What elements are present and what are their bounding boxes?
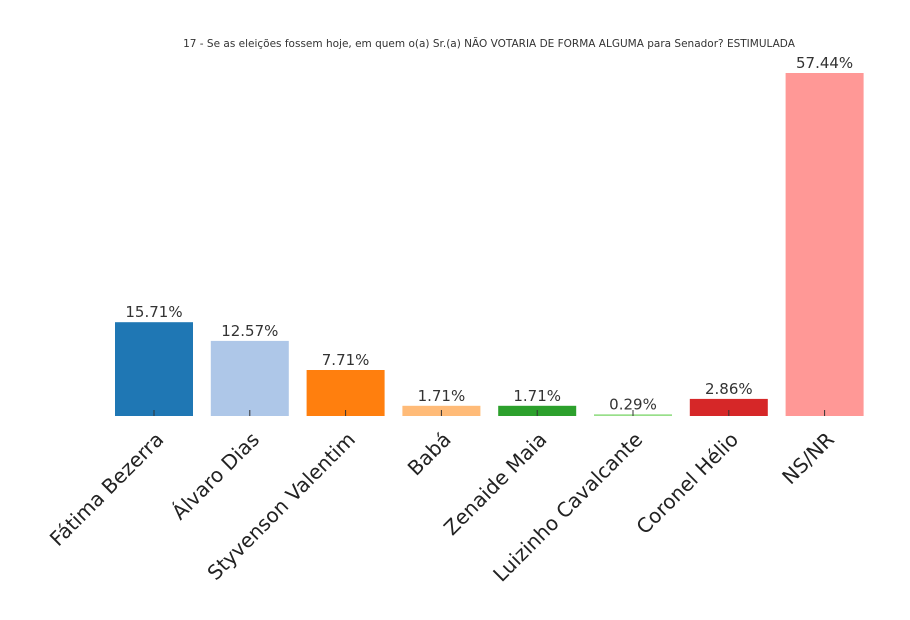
x-tick-label-ns-nr: NS/NR (777, 427, 839, 489)
bar-styvenson-valentim (306, 370, 385, 416)
value-label-fatima-bezerra: 15.71% (125, 303, 182, 321)
value-label-zenaide-maia: 1.71% (513, 387, 561, 405)
x-tick-label-fatima-bezerra: Fátima Bezerra (45, 427, 168, 550)
x-ticks-group (153, 410, 826, 416)
value-label-ns-nr: 57.44% (796, 54, 853, 72)
value-labels-group: 15.71% 12.57% 7.71% 1.71% 1.71% 0.29% 2.86% 57.… (125, 54, 853, 413)
x-tick-label-alvaro-dias: Álvaro Dias (167, 427, 264, 524)
bar-ns-nr (785, 73, 864, 416)
bars-group (115, 73, 864, 416)
value-label-coronel-helio: 2.86% (705, 380, 753, 398)
bar-alvaro-dias (210, 340, 289, 416)
value-label-baba: 1.71% (418, 387, 466, 405)
value-label-alvaro-dias: 12.57% (221, 322, 278, 340)
x-tick-label-baba: Babá (403, 427, 456, 480)
value-label-luizinho-cavalcante: 0.29% (609, 395, 657, 413)
bar-fatima-bezerra (115, 322, 193, 416)
bar-coronel-helio (689, 398, 768, 416)
x-tick-label-coronel-helio: Coronel Hélio (631, 427, 743, 539)
chart-title: 17 - Se as eleições fossem hoje, em quem… (183, 37, 796, 50)
value-label-styvenson-valentim: 7.71% (322, 351, 370, 369)
